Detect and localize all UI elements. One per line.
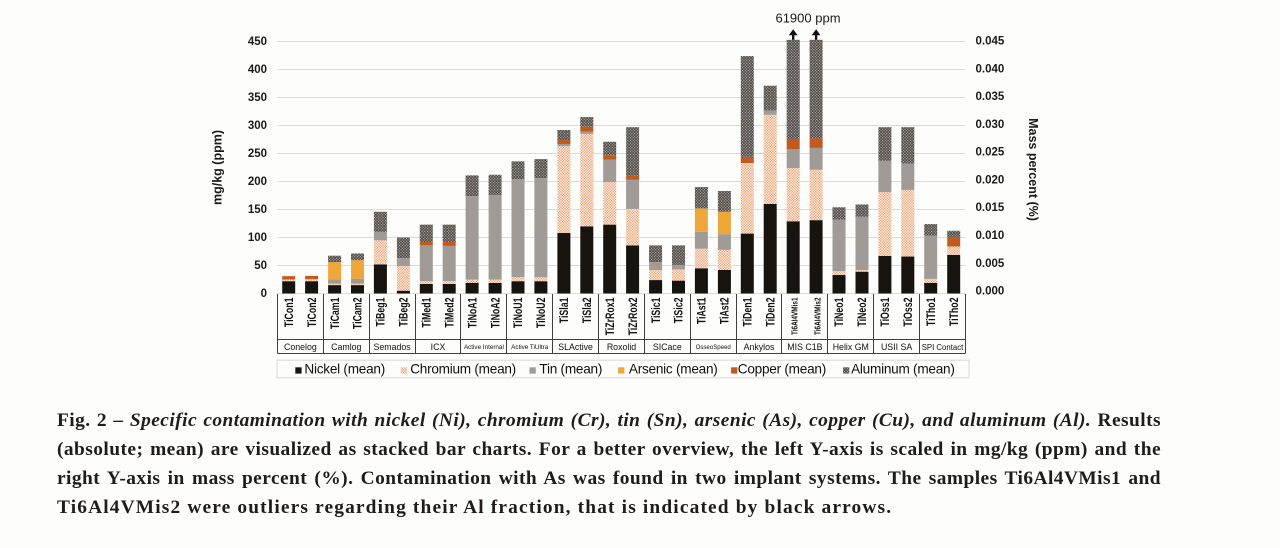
svg-text:TiOss2: TiOss2 <box>902 297 916 326</box>
svg-text:TiNeo2: TiNeo2 <box>856 297 870 326</box>
svg-text:TiSic1: TiSic1 <box>649 297 663 323</box>
svg-text:TiNoA1: TiNoA1 <box>466 297 480 328</box>
svg-text:TiTho2: TiTho2 <box>948 297 962 326</box>
svg-text:Nickel (mean): Nickel (mean) <box>304 362 385 377</box>
svg-text:TiDen1: TiDen1 <box>741 297 755 326</box>
svg-text:50: 50 <box>254 260 267 272</box>
svg-text:0.025: 0.025 <box>976 147 1005 159</box>
svg-text:TiSic2: TiSic2 <box>672 297 686 323</box>
svg-text:TiNoU2: TiNoU2 <box>535 297 549 328</box>
svg-text:mg/kg (ppm): mg/kg (ppm) <box>211 130 225 205</box>
svg-text:TiCon1: TiCon1 <box>283 297 297 327</box>
svg-text:100: 100 <box>248 232 267 244</box>
svg-text:TiAst2: TiAst2 <box>718 297 732 324</box>
svg-text:0.030: 0.030 <box>976 119 1005 131</box>
svg-text:250: 250 <box>248 148 267 160</box>
svg-text:Camlog: Camlog <box>331 342 361 352</box>
svg-text:TiCon2: TiCon2 <box>305 297 319 327</box>
svg-text:OsseoSpeed: OsseoSpeed <box>696 344 731 351</box>
svg-text:Copper (mean): Copper (mean) <box>738 362 826 377</box>
svg-text:Ti6Al4VMis1: Ti6Al4VMis1 <box>790 298 800 336</box>
svg-text:0.035: 0.035 <box>976 91 1005 103</box>
svg-text:TiOss1: TiOss1 <box>879 297 893 326</box>
svg-text:ICX: ICX <box>431 342 446 352</box>
svg-text:MIS C1B: MIS C1B <box>787 342 822 352</box>
svg-text:Helix GM: Helix GM <box>833 342 869 352</box>
svg-text:0: 0 <box>261 288 267 300</box>
svg-text:TiZrRox2: TiZrRox2 <box>627 297 641 335</box>
svg-text:Aluminum (mean): Aluminum (mean) <box>851 362 955 377</box>
svg-text:Semados: Semados <box>374 342 412 352</box>
svg-text:Active TiUltra: Active TiUltra <box>511 344 549 351</box>
svg-text:TiSla2: TiSla2 <box>581 297 595 323</box>
svg-text:300: 300 <box>248 120 267 132</box>
svg-text:Active Internal: Active Internal <box>464 344 504 351</box>
svg-text:TiAst1: TiAst1 <box>695 297 709 324</box>
svg-text:TiMed2: TiMed2 <box>443 297 457 327</box>
svg-text:TiTho1: TiTho1 <box>925 297 939 326</box>
svg-text:TiSla1: TiSla1 <box>558 297 572 323</box>
svg-text:150: 150 <box>248 204 267 216</box>
svg-text:0.020: 0.020 <box>976 174 1005 186</box>
svg-text:0.000: 0.000 <box>976 286 1005 298</box>
svg-text:Chromium (mean): Chromium (mean) <box>410 362 516 377</box>
svg-text:SLActive: SLActive <box>558 342 593 352</box>
svg-text:TiCam1: TiCam1 <box>328 297 342 329</box>
svg-text:TiDen2: TiDen2 <box>764 297 778 326</box>
svg-text:USII SA: USII SA <box>881 342 912 352</box>
svg-text:TiNoU1: TiNoU1 <box>512 297 526 328</box>
svg-text:SPI Contact: SPI Contact <box>922 343 964 352</box>
svg-text:350: 350 <box>248 92 267 104</box>
svg-text:200: 200 <box>248 176 267 188</box>
svg-text:TiBeg2: TiBeg2 <box>397 297 411 326</box>
svg-text:TiZrRox1: TiZrRox1 <box>604 297 618 335</box>
svg-text:Tin (mean): Tin (mean) <box>539 362 602 377</box>
svg-text:61900 ppm: 61900 ppm <box>775 11 840 26</box>
svg-text:Ankylos: Ankylos <box>744 342 775 352</box>
svg-text:TiNoA2: TiNoA2 <box>489 297 503 328</box>
svg-text:Conelog: Conelog <box>284 342 317 352</box>
svg-text:TiCam2: TiCam2 <box>351 297 365 329</box>
svg-text:450: 450 <box>248 36 267 48</box>
svg-text:Mass percent (%): Mass percent (%) <box>1026 118 1040 221</box>
svg-text:Roxolid: Roxolid <box>607 342 636 352</box>
svg-text:Arsenic (mean): Arsenic (mean) <box>629 362 718 377</box>
svg-text:0.015: 0.015 <box>976 202 1005 214</box>
svg-text:Ti6Al4VMis2: Ti6Al4VMis2 <box>812 298 822 336</box>
svg-text:TiBeg1: TiBeg1 <box>374 297 388 326</box>
svg-text:400: 400 <box>248 64 267 76</box>
svg-text:SICace: SICace <box>653 342 682 352</box>
svg-text:0.040: 0.040 <box>976 63 1005 75</box>
svg-text:0.010: 0.010 <box>976 230 1005 242</box>
svg-text:0.005: 0.005 <box>976 258 1005 270</box>
svg-text:TiMed1: TiMed1 <box>420 297 434 327</box>
svg-text:0.045: 0.045 <box>976 36 1005 48</box>
svg-text:TiNeo1: TiNeo1 <box>833 297 847 326</box>
